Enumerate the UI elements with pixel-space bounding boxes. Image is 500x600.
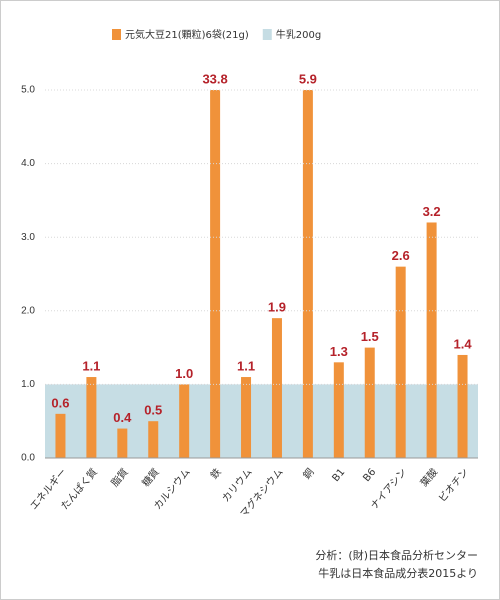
legend-swatch <box>112 29 121 40</box>
value-label: 1.1 <box>237 358 255 373</box>
value-label: 0.5 <box>144 403 162 418</box>
bar <box>241 377 252 458</box>
legend-swatch <box>262 29 272 40</box>
bar <box>302 90 313 458</box>
value-label: 3.2 <box>423 204 441 219</box>
value-label: 0.4 <box>113 410 132 425</box>
source-note: 分析：(財)日本食品分析センター <box>315 548 478 562</box>
legend-label: 牛乳200g <box>276 28 321 41</box>
bar <box>117 428 128 458</box>
bar <box>148 421 159 458</box>
y-tick-label: 1.0 <box>21 379 35 390</box>
bar <box>86 377 97 458</box>
value-label: 2.6 <box>392 248 410 263</box>
bar <box>457 354 468 458</box>
y-tick-label: 2.0 <box>21 305 35 316</box>
value-label: 1.4 <box>453 336 472 351</box>
bar <box>271 318 282 458</box>
value-label: 5.9 <box>299 71 317 86</box>
bar <box>333 362 344 458</box>
bar <box>210 90 221 458</box>
y-tick-label: 3.0 <box>21 232 35 243</box>
y-tick-label: 0.0 <box>21 453 35 464</box>
value-label: 0.6 <box>51 395 69 410</box>
source-note: 牛乳は日本食品成分表2015より <box>318 566 478 580</box>
value-label: 1.1 <box>82 358 100 373</box>
value-label: 1.5 <box>361 329 379 344</box>
value-label: 33.8 <box>202 71 227 86</box>
bar <box>364 347 375 458</box>
value-label: 1.0 <box>175 366 193 381</box>
plot-area <box>45 90 478 458</box>
value-label: 1.9 <box>268 300 286 315</box>
value-label: 1.3 <box>330 344 348 359</box>
bar <box>395 266 406 458</box>
bar <box>179 384 190 458</box>
bar <box>55 413 66 458</box>
y-tick-label: 4.0 <box>21 158 35 169</box>
reference-band <box>45 384 478 458</box>
bar <box>426 222 437 458</box>
legend-label: 元気大豆21(顆粒)6袋(21g) <box>125 28 249 41</box>
y-tick-label: 5.0 <box>21 85 35 96</box>
